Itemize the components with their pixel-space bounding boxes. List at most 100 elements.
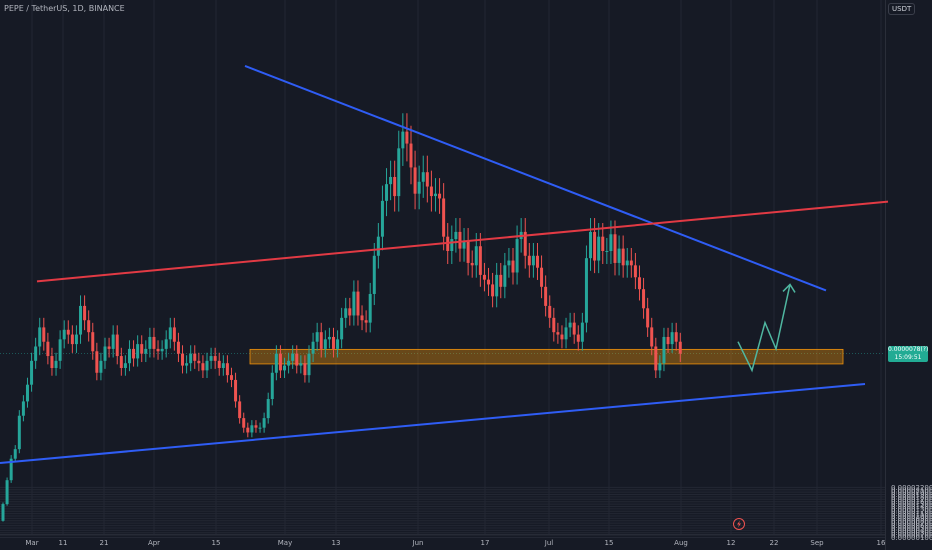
candle — [234, 372, 238, 408]
candle — [360, 305, 364, 331]
candle — [9, 455, 13, 483]
candle-body — [503, 265, 507, 287]
candle-body — [405, 131, 409, 144]
candle — [568, 312, 572, 337]
candle — [283, 357, 287, 379]
y-tick-label: 0.00002100 — [891, 486, 932, 494]
candle — [152, 327, 156, 358]
x-tick-label: 15 — [212, 539, 221, 547]
candle-body — [311, 341, 315, 354]
candle-body — [74, 334, 78, 345]
candle — [344, 297, 348, 328]
candle-body — [360, 315, 364, 321]
candle — [450, 225, 454, 264]
candle-body — [5, 480, 9, 505]
candle — [50, 347, 54, 376]
candle — [331, 327, 335, 358]
candle-body — [148, 336, 152, 349]
candle-body — [409, 143, 413, 168]
candle-body — [278, 353, 282, 371]
y-tick-label: 0.00001700 — [891, 496, 932, 504]
candle — [482, 262, 486, 292]
candle-body — [303, 363, 307, 376]
symbol-title[interactable]: PEPE / TetherUS, 1D, BINANCE — [4, 4, 125, 13]
candle-body — [438, 193, 442, 199]
candle — [470, 250, 474, 278]
candle — [58, 330, 62, 369]
candle — [95, 342, 99, 381]
candle-body — [103, 346, 107, 361]
candle — [666, 327, 670, 353]
candle-body — [115, 334, 119, 357]
candle-body — [609, 234, 613, 251]
candle-body — [372, 255, 376, 294]
candle — [99, 352, 103, 381]
candle — [258, 422, 262, 433]
candle — [613, 220, 617, 276]
candle — [564, 317, 568, 349]
candle-body — [193, 353, 197, 361]
candle-body — [136, 344, 140, 359]
candle-body — [168, 327, 172, 340]
candle — [368, 282, 372, 333]
candle-body — [331, 336, 335, 349]
candle — [327, 327, 331, 349]
candle — [625, 247, 629, 278]
x-tick-label: 13 — [332, 539, 341, 547]
candle-body — [46, 341, 50, 357]
candle-body — [576, 334, 580, 342]
candle — [266, 392, 270, 424]
candle-body — [368, 293, 372, 323]
candle — [340, 307, 344, 349]
y-tick-label: 0.00000100 — [891, 534, 932, 542]
candle-body — [323, 339, 327, 349]
candle-body — [246, 427, 250, 433]
candle — [250, 420, 254, 438]
candle-body — [593, 231, 597, 261]
lightning-icon[interactable] — [733, 518, 745, 530]
candle-body — [556, 332, 560, 335]
candle-body — [283, 365, 287, 371]
candle-body — [658, 363, 662, 371]
candle — [515, 225, 519, 285]
candle — [13, 445, 17, 463]
candle-body — [50, 356, 54, 368]
candle — [531, 242, 535, 278]
candle — [597, 223, 601, 274]
candle — [621, 235, 625, 278]
candle — [213, 347, 217, 369]
price-axis[interactable]: 0.000001000.000002000.000003000.00000400… — [891, 484, 932, 542]
candle-body — [254, 425, 258, 428]
time-axis[interactable]: Mar 11 21 Apr 15 May 13 Jun 17 Jul 15 Aug 12 22 Sep 16 — [25, 539, 886, 547]
candle — [654, 337, 658, 379]
candle-body — [30, 360, 34, 385]
candle — [311, 332, 315, 363]
x-tick-label: Mar — [25, 539, 38, 547]
candle-body — [127, 348, 131, 364]
candle — [242, 412, 246, 433]
candle — [662, 327, 666, 372]
candle-body — [205, 360, 209, 371]
candle — [511, 247, 515, 285]
candle — [295, 345, 299, 374]
candle-body — [238, 401, 242, 419]
candle — [674, 322, 678, 351]
candle — [209, 347, 213, 369]
candle — [246, 422, 250, 438]
candle — [221, 355, 225, 376]
candle-body — [229, 375, 233, 380]
candle-body — [327, 336, 331, 340]
candle-body — [413, 167, 417, 194]
candle — [34, 337, 38, 369]
candle-body — [625, 260, 629, 266]
candle-body — [442, 198, 446, 237]
candle — [499, 262, 503, 299]
candle-body — [364, 320, 368, 323]
x-tick-label: 22 — [770, 539, 779, 547]
candle-body — [535, 255, 539, 268]
candle — [548, 295, 552, 328]
candle-body — [670, 332, 674, 345]
candle-body — [221, 363, 225, 368]
currency-badge[interactable]: USDT — [888, 3, 916, 15]
